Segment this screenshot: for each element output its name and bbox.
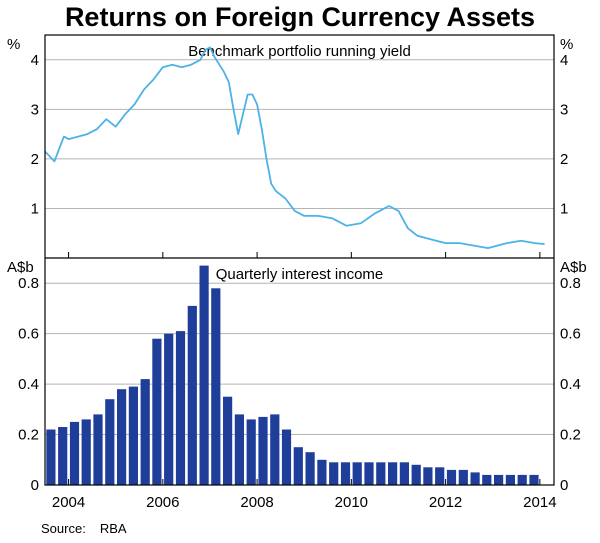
income-bar-26: [352, 462, 362, 485]
income-bar-13: [199, 265, 209, 485]
income-bar-6: [117, 389, 127, 485]
income-bar-18: [258, 416, 268, 485]
source-note: Source: RBA: [41, 521, 141, 536]
y-tick-left-yield-0: 1: [31, 200, 39, 217]
unit-right-yield: %: [560, 36, 573, 53]
y-tick-right-income-1: 0.2: [560, 427, 581, 444]
income-bar-11: [175, 331, 186, 485]
income-bar-20: [281, 429, 292, 485]
income-bar-12: [187, 305, 197, 485]
income-bar-8: [140, 379, 150, 485]
income-bar-4: [93, 414, 103, 485]
y-tick-right-income-2: 0.4: [560, 376, 581, 393]
income-bar-36: [470, 472, 480, 485]
y-tick-right-yield-2: 3: [560, 101, 568, 118]
y-tick-right-income-3: 0.6: [560, 326, 581, 343]
income-bar-19: [270, 414, 280, 485]
income-bar-9: [152, 338, 162, 485]
income-bar-7: [128, 386, 138, 485]
y-tick-right-income-4: 0.8: [560, 275, 581, 292]
income-bar-0: [46, 429, 56, 485]
income-bar-37: [482, 474, 492, 485]
income-bar-17: [246, 419, 256, 485]
income-bar-27: [364, 462, 374, 485]
income-bar-30: [399, 462, 409, 485]
income-bar-31: [411, 464, 421, 485]
y-tick-right-yield-3: 4: [560, 52, 568, 69]
y-tick-left-yield-3: 4: [31, 52, 39, 69]
income-bar-25: [340, 462, 351, 485]
y-tick-right-yield-1: 2: [560, 151, 568, 168]
x-tick-label-1: 2006: [146, 494, 179, 511]
y-tick-right-yield-0: 1: [560, 200, 568, 217]
income-bar-40: [517, 474, 527, 485]
income-bar-39: [505, 474, 515, 485]
income-bar-22: [305, 452, 315, 485]
y-tick-left-yield-2: 3: [31, 101, 39, 118]
income-bar-3: [81, 419, 91, 485]
chart-frame: [44, 34, 555, 486]
income-bar-5: [105, 399, 115, 485]
y-tick-left-income-3: 0.6: [18, 326, 39, 343]
source-label: Source:: [41, 521, 86, 536]
chart-title: Returns on Foreign Currency Assets: [64, 2, 536, 32]
income-bar-1: [58, 427, 68, 485]
y-tick-left-income-4: 0.8: [18, 275, 39, 292]
x-tick-label-3: 2010: [335, 494, 368, 511]
x-tick-label-0: 2004: [52, 494, 85, 511]
income-bar-15: [223, 396, 233, 485]
x-tick-label-4: 2012: [429, 494, 462, 511]
x-tick-label-2: 2008: [240, 494, 273, 511]
source-value: RBA: [99, 521, 127, 536]
income-bar-24: [329, 462, 339, 485]
y-tick-left-yield-1: 2: [31, 151, 39, 168]
y-tick-left-income-1: 0.2: [18, 427, 39, 444]
unit-left-income: A$b: [7, 259, 34, 276]
y-tick-left-income-0: 0: [31, 477, 39, 494]
income-bar-28: [376, 462, 386, 485]
income-bar-14: [211, 288, 221, 485]
x-tick-label-5: 2014: [523, 494, 556, 511]
income-bar-32: [423, 467, 433, 485]
unit-left-yield: %: [7, 36, 20, 53]
income-bar-10: [164, 333, 174, 485]
income-bar-38: [494, 474, 504, 485]
income-bar-21: [293, 447, 303, 485]
yield-line: [44, 46, 545, 249]
panel-title-yield: Benchmark portfolio running yield: [188, 43, 411, 60]
unit-right-income: A$b: [560, 259, 587, 276]
income-bar-35: [458, 469, 468, 485]
income-bar-29: [388, 462, 398, 485]
y-tick-left-income-2: 0.4: [18, 376, 39, 393]
income-bar-34: [446, 469, 457, 485]
income-bar-33: [435, 467, 445, 485]
panel-title-income: Quarterly interest income: [216, 266, 384, 283]
y-tick-right-income-0: 0: [560, 477, 568, 494]
income-bar-2: [69, 421, 80, 485]
income-bar-23: [317, 459, 327, 485]
income-bar-41: [529, 474, 539, 485]
income-bar-16: [234, 414, 244, 485]
